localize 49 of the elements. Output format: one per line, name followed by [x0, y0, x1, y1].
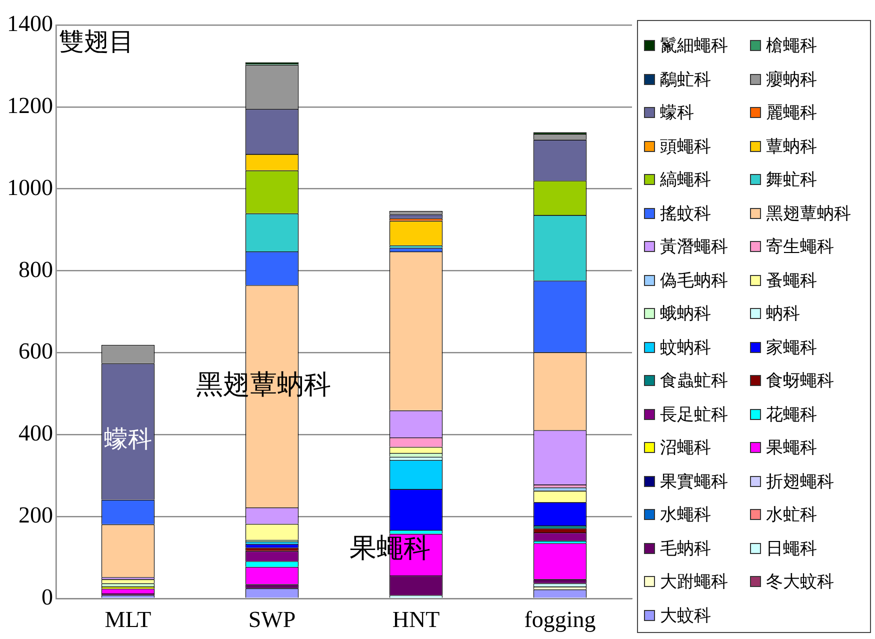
- legend-label: 水虻科: [766, 504, 817, 526]
- legend-label: 頭蠅科: [660, 136, 711, 158]
- legend-label: 蚋科: [766, 303, 800, 326]
- legend-label: 大跗蠅科: [660, 571, 728, 594]
- legend-label: 寄生蠅科: [766, 236, 834, 258]
- x-tick-label: fogging: [524, 607, 596, 632]
- legend-label: 蠓科: [660, 102, 694, 124]
- legend-label: 食蚜蠅科: [766, 370, 834, 392]
- legend-label: 縞蠅科: [660, 169, 711, 192]
- legend-label: 食蟲虻科: [660, 370, 728, 392]
- y-tick-label: 400: [18, 420, 53, 446]
- legend-label: 癭蚋科: [766, 68, 817, 91]
- x-tick-label: HNT: [392, 607, 440, 632]
- chart-title: 雙翅目: [59, 29, 134, 56]
- legend-label: 日蠅科: [766, 538, 817, 560]
- legend-label: 花蠅科: [766, 404, 817, 426]
- y-tick-label: 600: [18, 338, 53, 364]
- legend-label: 大蚊科: [660, 604, 711, 627]
- y-tick-label: 200: [18, 502, 53, 528]
- y-tick-label: 1400: [7, 11, 53, 36]
- legend-label: 長足虻科: [660, 404, 728, 426]
- legend-label: 蕈蚋科: [766, 136, 817, 158]
- legend-label: 搖蚊科: [660, 202, 711, 225]
- legend-label: 果蠅科: [766, 437, 817, 460]
- legend-label: 家蠅科: [766, 336, 817, 359]
- y-tick-label: 0: [42, 584, 53, 610]
- legend-label: 蛾蚋科: [660, 303, 711, 326]
- legend-label: 毛蚋科: [660, 538, 711, 560]
- legend-label: 鬣細蠅科: [660, 35, 728, 58]
- y-tick-label: 1000: [7, 174, 53, 200]
- legend-label: 黑翅蕈蚋科: [766, 202, 851, 225]
- legend-label: 麗蠅科: [766, 102, 817, 124]
- annotation: 蠓科: [104, 427, 152, 454]
- legend-label: 黃潛蠅科: [660, 236, 728, 258]
- legend-label: 蚤蠅科: [766, 270, 817, 292]
- y-tick-label: 800: [18, 256, 53, 282]
- legend-label: 折翅蠅科: [766, 470, 834, 493]
- y-tick-label: 1200: [7, 92, 53, 118]
- legend-label: 槍蠅科: [766, 35, 817, 58]
- legend-label: 沼蠅科: [660, 437, 711, 460]
- legend-label: 鷸虻科: [660, 68, 711, 91]
- legend-label: 果實蠅科: [660, 470, 728, 493]
- legend-label: 偽毛蚋科: [660, 270, 728, 292]
- legend-label: 舞虻科: [766, 169, 817, 192]
- legend-label: 冬大蚊科: [766, 571, 834, 594]
- legend-label: 水蠅科: [660, 504, 711, 526]
- x-tick-label: SWP: [248, 607, 296, 632]
- x-tick-label: MLT: [104, 607, 152, 632]
- legend-label: 蚊蚋科: [660, 336, 711, 359]
